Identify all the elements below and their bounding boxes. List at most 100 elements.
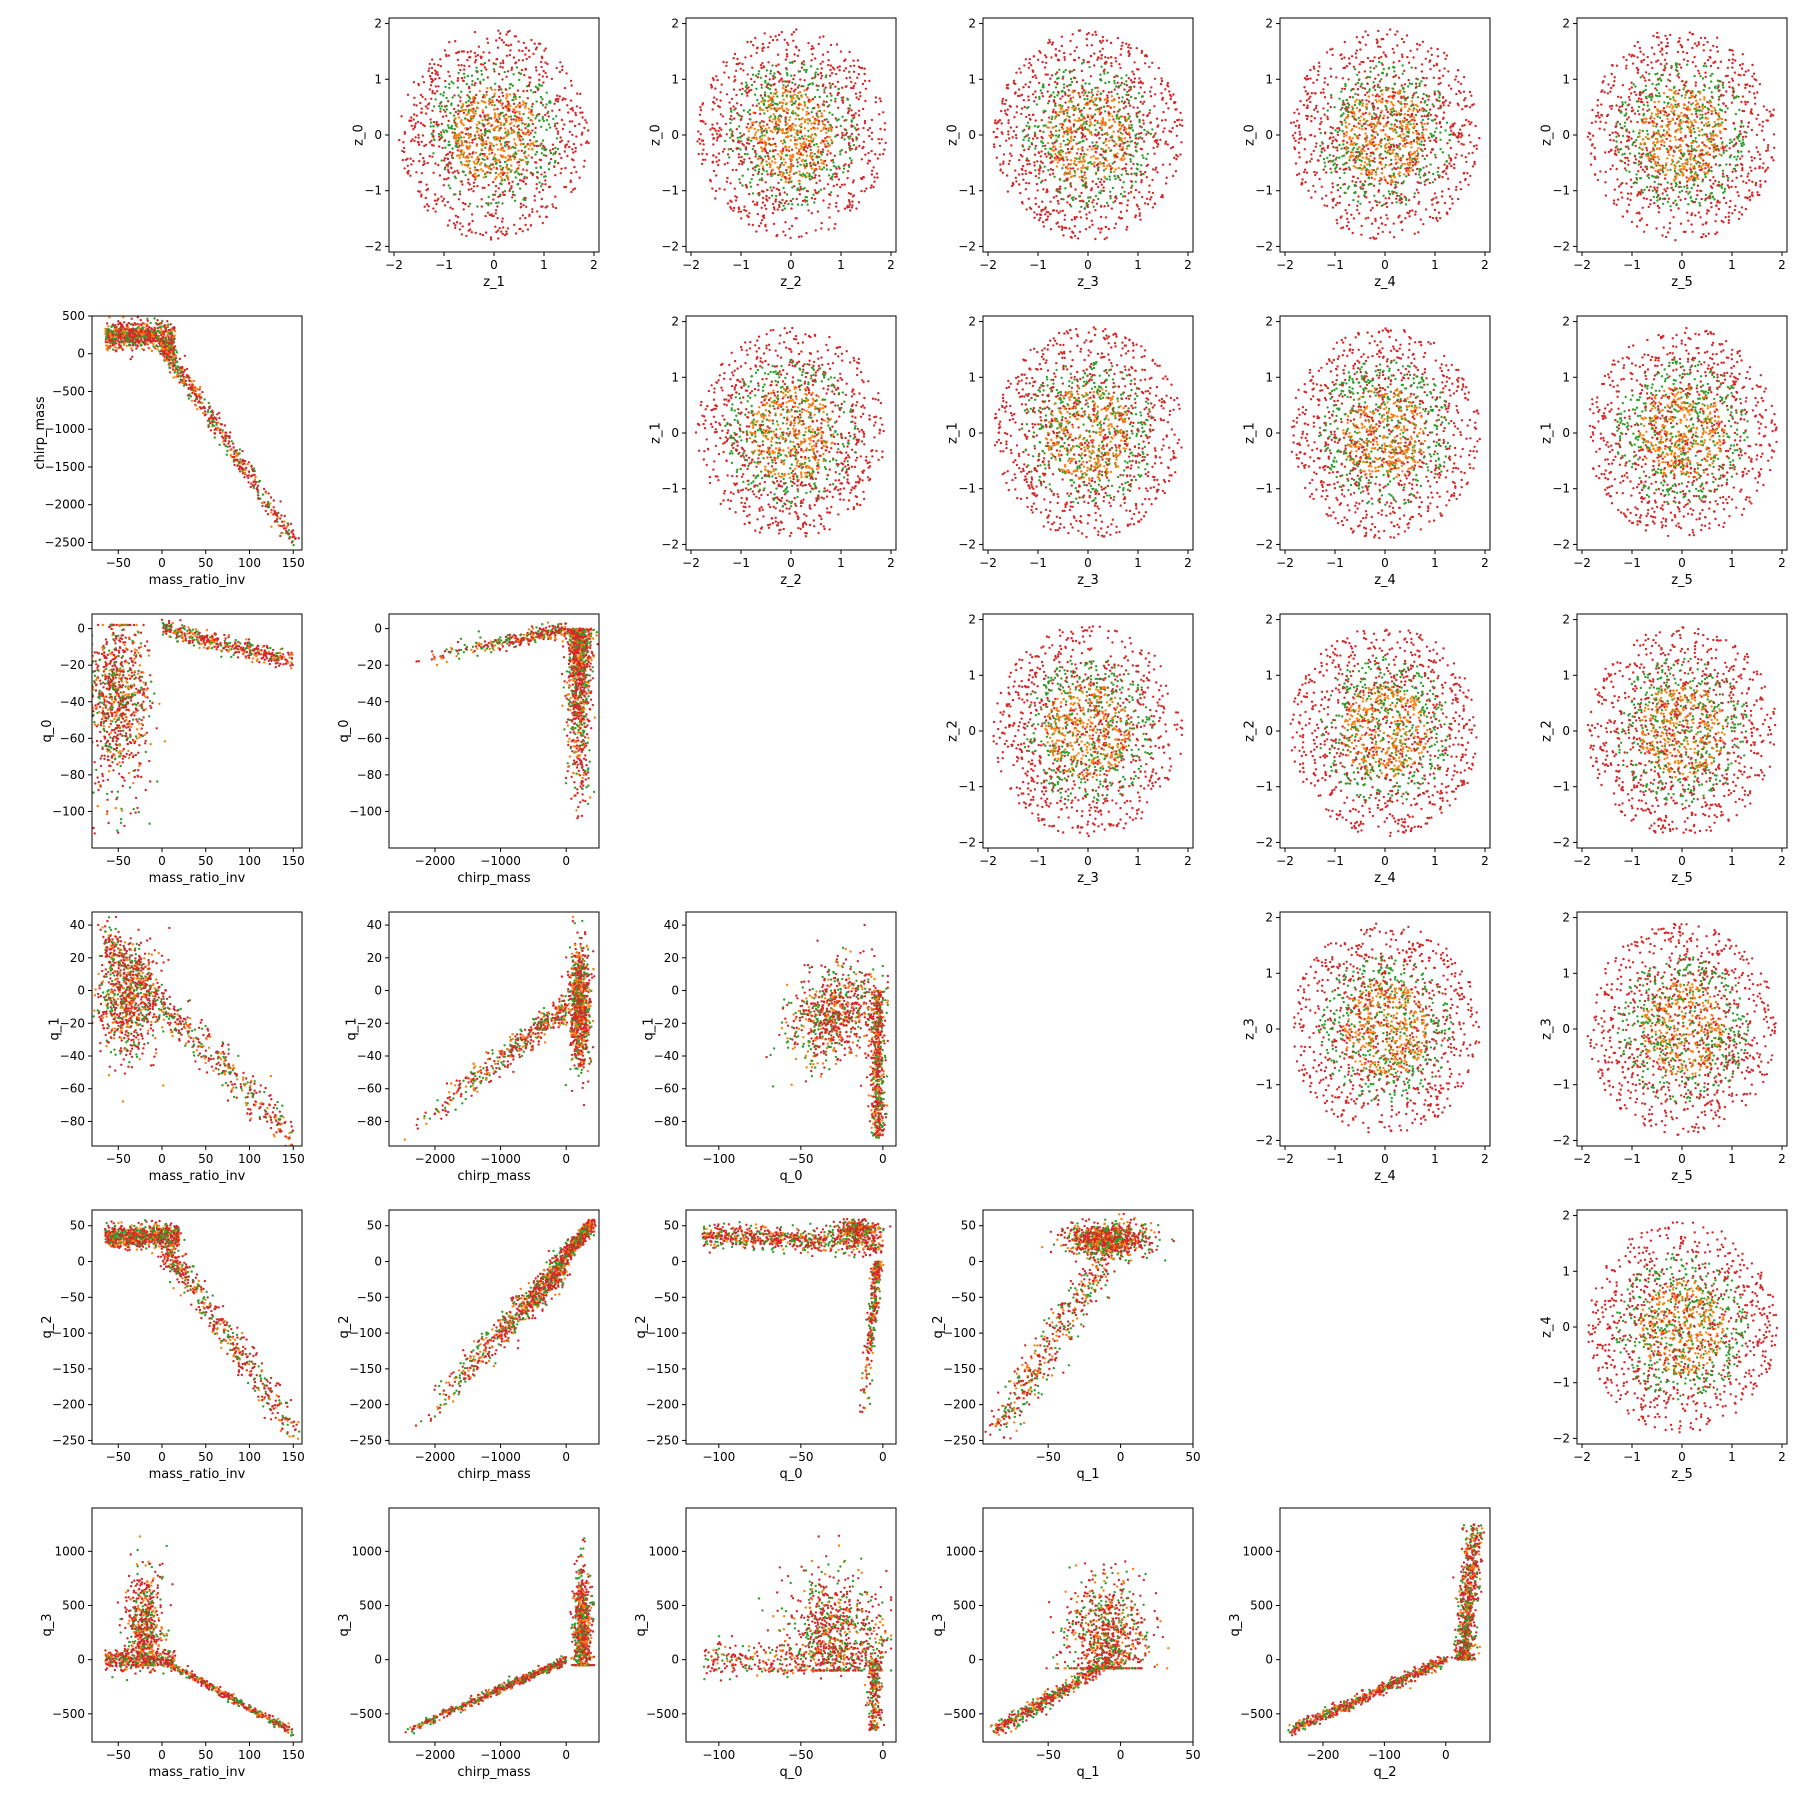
scatter-point <box>1081 199 1084 202</box>
scatter-point <box>1073 217 1077 221</box>
scatter-point <box>1353 103 1357 107</box>
scatter-point <box>1070 218 1074 221</box>
scatter-point <box>1050 43 1054 46</box>
scatter-point <box>1022 86 1025 89</box>
scatter-point <box>1112 130 1115 133</box>
scatter-point <box>1054 110 1057 114</box>
scatter-point <box>1439 81 1442 85</box>
scatter-point <box>468 97 472 100</box>
scatter-point <box>438 138 441 142</box>
scatter-point <box>427 69 430 73</box>
scatter-point <box>520 173 523 176</box>
scatter-point <box>812 171 815 174</box>
scatter-point <box>1005 174 1009 177</box>
scatter-point <box>1129 140 1132 143</box>
scatter-point <box>458 190 462 193</box>
scatter-point <box>829 64 833 67</box>
scatter-point <box>493 116 496 119</box>
scatter-point <box>829 168 832 172</box>
scatter-point <box>1064 101 1067 104</box>
scatter-point <box>813 189 817 192</box>
scatter-point <box>1072 58 1076 62</box>
scatter-point <box>752 173 755 177</box>
scatter-point <box>1119 192 1123 196</box>
scatter-point <box>556 94 559 97</box>
scatter-point <box>529 76 532 79</box>
scatter-point <box>434 162 437 165</box>
scatter-point <box>786 149 790 152</box>
scatter-point <box>1063 118 1067 122</box>
scatter-point <box>1125 209 1129 212</box>
scatter-point <box>781 108 785 112</box>
scatter-point <box>541 205 544 208</box>
scatter-point <box>558 108 561 112</box>
scatter-point <box>1068 115 1071 119</box>
scatter-point <box>531 208 534 211</box>
scatter-point <box>559 172 562 175</box>
scatter-point <box>461 143 464 147</box>
scatter-point <box>476 155 479 159</box>
scatter-point <box>558 95 561 98</box>
scatter-point <box>434 210 437 213</box>
scatter-point <box>480 56 483 60</box>
scatter-point <box>1043 66 1047 69</box>
scatter-point <box>1117 116 1121 119</box>
scatter-point <box>761 165 765 168</box>
scatter-point <box>481 111 485 114</box>
scatter-point <box>419 152 422 156</box>
scatter-point <box>1020 93 1024 97</box>
scatter-point <box>799 103 802 106</box>
scatter-point <box>1074 197 1077 200</box>
scatter-point <box>1354 166 1357 169</box>
scatter-point <box>1316 110 1319 113</box>
y-tick-label: 0 <box>374 128 382 142</box>
scatter-point <box>460 90 463 94</box>
scatter-point <box>794 100 797 103</box>
scatter-point <box>1148 184 1151 187</box>
scatter-point <box>1110 90 1113 94</box>
scatter-point <box>447 176 450 180</box>
scatter-point <box>1020 107 1024 110</box>
scatter-point <box>457 136 460 140</box>
scatter-point <box>527 133 531 137</box>
scatter-point <box>1077 119 1081 122</box>
scatter-point <box>574 146 577 150</box>
scatter-point <box>798 170 801 173</box>
scatter-point <box>1097 197 1100 201</box>
scatter-point <box>484 118 487 121</box>
scatter-point <box>480 198 483 201</box>
scatter-point <box>1138 110 1142 113</box>
scatter-point <box>868 159 872 163</box>
scatter-point <box>509 49 512 52</box>
scatter-point <box>1075 216 1078 219</box>
scatter-point <box>840 183 844 186</box>
scatter-point <box>852 116 856 119</box>
scatter-point <box>781 131 784 135</box>
scatter-point <box>801 175 804 178</box>
scatter-point <box>511 180 514 183</box>
scatter-point <box>1104 61 1107 64</box>
scatter-point <box>550 77 554 81</box>
scatter-point <box>454 140 457 143</box>
scatter-point <box>498 161 502 164</box>
scatter-point <box>522 158 525 162</box>
scatter-point <box>1138 212 1142 215</box>
scatter-point <box>744 148 748 151</box>
scatter-point <box>489 236 493 239</box>
scatter-point <box>760 138 764 141</box>
scatter-point <box>744 209 748 213</box>
scatter-point <box>713 96 716 99</box>
scatter-point <box>1126 204 1129 207</box>
scatter-point <box>500 183 503 186</box>
scatter-point <box>1027 139 1030 142</box>
scatter-point <box>444 79 447 83</box>
scatter-point <box>432 207 435 210</box>
scatter-point <box>999 163 1002 166</box>
scatter-point <box>535 140 539 143</box>
scatter-point <box>579 111 582 114</box>
scatter-point <box>1060 90 1063 93</box>
scatter-point <box>524 216 527 220</box>
scatter-point <box>1046 215 1050 218</box>
scatter-point <box>1109 190 1112 193</box>
scatter-point <box>1134 137 1138 140</box>
